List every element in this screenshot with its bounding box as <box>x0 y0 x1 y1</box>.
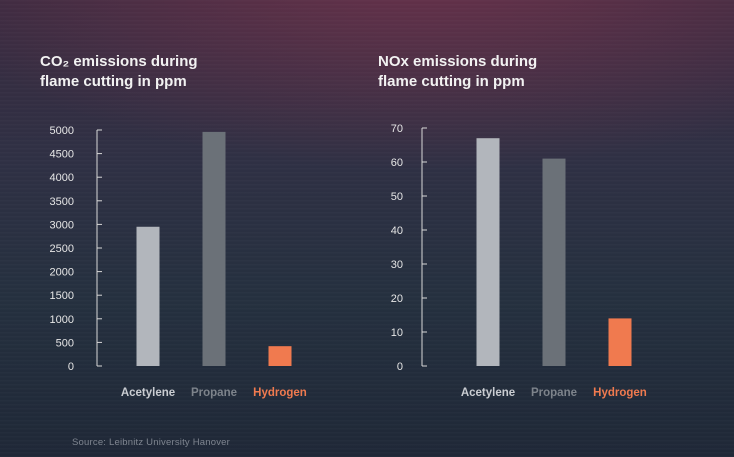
nox-y-tick-label: 20 <box>391 293 403 305</box>
nox-y-tick-label: 50 <box>391 191 403 203</box>
co2-category-label-hydrogen: Hydrogen <box>253 387 307 399</box>
nox-chart-title: NOx emissions during flame cutting in pp… <box>378 52 638 92</box>
source-note: Source: Leibnitz University Hanover <box>72 437 231 448</box>
co2-title-line-1: CO₂ emissions during <box>40 53 198 70</box>
nox-title-line-1: NOx emissions during <box>378 53 538 70</box>
co2-y-tick-label: 0 <box>68 361 74 373</box>
nox-y-tick-label: 0 <box>397 361 403 373</box>
nox-bar-propane <box>542 158 566 366</box>
co2-y-tick-label: 1000 <box>50 314 74 326</box>
co2-y-tick-label: 500 <box>56 337 74 349</box>
co2-y-tick-label: 5000 <box>50 125 74 137</box>
nox-title-line-2: flame cutting in ppm <box>378 73 525 90</box>
co2-bar-acetylene <box>136 226 160 366</box>
nox-y-tick-label: 60 <box>391 157 403 169</box>
nox-category-label-propane: Propane <box>531 387 577 399</box>
co2-y-tick-label: 2500 <box>50 243 74 255</box>
co2-y-tick-label: 3500 <box>50 196 74 208</box>
nox-y-tick-label: 10 <box>391 327 403 339</box>
nox-category-label-acetylene: Acetylene <box>461 387 515 399</box>
co2-y-tick-label: 4000 <box>50 172 74 184</box>
co2-y-tick-label: 1500 <box>50 290 74 302</box>
nox-y-tick-label: 70 <box>391 123 403 135</box>
co2-title-line-2: flame cutting in ppm <box>40 73 187 90</box>
nox-category-label-hydrogen: Hydrogen <box>593 387 647 399</box>
co2-y-tick-label: 4500 <box>50 149 74 161</box>
co2-bar-propane <box>202 131 226 366</box>
co2-y-tick-label: 2000 <box>50 267 74 279</box>
co2-category-label-propane: Propane <box>191 387 237 399</box>
nox-bar-acetylene <box>476 138 500 366</box>
co2-category-label-acetylene: Acetylene <box>121 387 175 399</box>
co2-chart-title: CO₂ emissions during flame cutting in pp… <box>40 52 300 92</box>
nox-y-tick-label: 30 <box>391 259 403 271</box>
nox-y-tick-label: 40 <box>391 225 403 237</box>
co2-y-tick-label: 3000 <box>50 219 74 231</box>
nox-bar-hydrogen <box>608 318 632 366</box>
co2-bar-hydrogen <box>268 346 292 366</box>
